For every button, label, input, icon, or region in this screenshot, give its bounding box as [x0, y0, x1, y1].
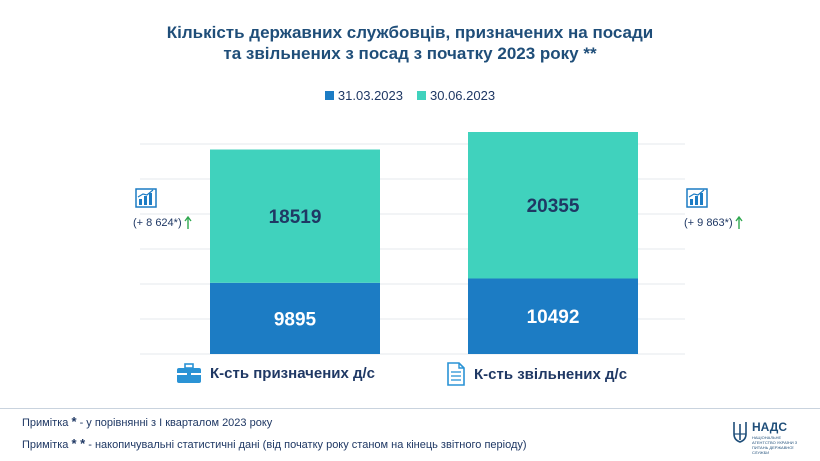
footnote-1-text: - у порівнянні з І кварталом 2023 року: [79, 417, 273, 429]
data-label-2-series-2: 20355: [527, 196, 580, 217]
nads-logo: НАДС НАЦІОНАЛЬНЕ АГЕНТСТВО УКРАЇНИ З ПИТ…: [732, 418, 804, 455]
data-label-2-series-1: 10492: [527, 307, 580, 328]
legend-label-series-2: 30.06.2023: [430, 88, 496, 103]
legend: 31.03.2023 30.06.2023: [0, 88, 820, 103]
logo-subtitle: НАЦІОНАЛЬНЕ АГЕНТСТВО УКРАЇНИ З ПИТАНЬ Д…: [752, 435, 798, 455]
bars: [210, 132, 638, 354]
legend-swatch-series-1: [324, 91, 334, 100]
title-line-1: Кількість державних службовців, призначе…: [166, 23, 654, 42]
data-label-1-series-1: 9895: [274, 309, 317, 330]
change-note-left: (+ 8 624*): [133, 216, 192, 230]
legend-swatch-series-2: [417, 91, 426, 100]
category-label-dismissed: К-сть звільнених д/с: [446, 362, 627, 386]
chart-growth-icon-left: [135, 188, 157, 208]
title-line-2: та звільнених з посад з початку 2023 рок…: [223, 44, 597, 63]
chart-title: Кількість державних службовців, призначе…: [0, 22, 820, 64]
footnote-1-mark: *: [71, 414, 77, 429]
bar-2-series-1: [468, 278, 638, 354]
footer-divider: [0, 408, 820, 409]
briefcase-icon: [177, 363, 201, 383]
change-value-left: (+ 8 624*): [133, 217, 182, 229]
bar-1-series-1: [210, 282, 380, 354]
footnote-2-mark: * *: [71, 436, 86, 451]
up-arrow-icon: [735, 216, 743, 229]
up-arrow-icon: [184, 216, 192, 229]
change-value-right: (+ 9 863*): [684, 217, 733, 229]
legend-item-series-2: 30.06.2023: [417, 88, 495, 103]
logo-name: НАДС: [752, 420, 787, 434]
bar-labels: 9895 18519 10492 20355: [269, 196, 580, 330]
legend-label-series-1: 31.03.2023: [337, 88, 403, 103]
bar-2-series-2: [468, 132, 638, 279]
category-label-appointed: К-сть призначених д/с: [176, 362, 375, 384]
data-label-1-series-2: 18519: [269, 207, 322, 228]
footnote-2-label: Примітка: [22, 439, 69, 451]
footnote-1: Примітка * - у порівнянні з І кварталом …: [22, 414, 273, 432]
chart-growth-icon-right: [686, 188, 708, 208]
document-icon: [447, 362, 465, 386]
change-note-right: (+ 9 863*): [684, 216, 743, 230]
footnote-2: Примітка * * - накопичувальні статистичн…: [22, 436, 527, 454]
trident-emblem-icon: [733, 422, 747, 443]
legend-item-series-1: 31.03.2023: [324, 88, 403, 103]
footnote-2-text: - накопичувальні статистичні дані (від п…: [88, 439, 527, 451]
bar-1-series-2: [210, 149, 380, 283]
footnote-1-label: Примітка: [22, 417, 69, 429]
category-text-appointed: К-сть призначених д/с: [210, 364, 376, 382]
category-text-dismissed: К-сть звільнених д/с: [474, 365, 628, 383]
